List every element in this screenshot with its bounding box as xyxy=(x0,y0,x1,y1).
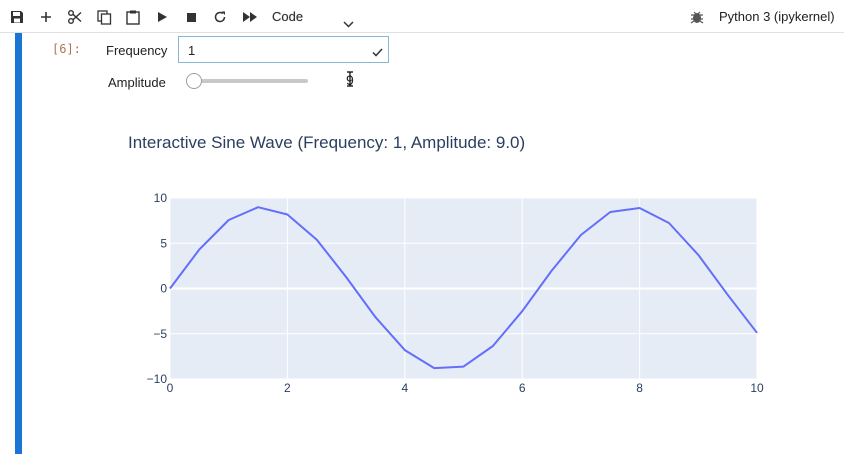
x-tick-label: 2 xyxy=(284,381,291,395)
stop-icon xyxy=(186,12,197,23)
paste-icon xyxy=(126,10,140,25)
save-button[interactable] xyxy=(4,4,30,30)
frequency-value: 1 xyxy=(188,43,196,58)
restart-icon xyxy=(213,10,227,24)
kernel-name[interactable]: Python 3 (ipykernel) xyxy=(719,9,835,24)
amplitude-slider-track[interactable] xyxy=(187,79,308,83)
cut-icon xyxy=(67,9,83,25)
x-tick-label: 4 xyxy=(401,381,408,395)
run-all-icon xyxy=(242,11,258,23)
chevron-down-icon xyxy=(343,13,354,35)
run-button[interactable] xyxy=(149,4,175,30)
run-icon xyxy=(156,11,168,23)
active-cell-indicator[interactable] xyxy=(15,33,22,454)
save-icon xyxy=(10,10,24,24)
add-cell-icon xyxy=(39,10,53,24)
add-cell-button[interactable] xyxy=(33,4,59,30)
frequency-dropdown[interactable]: 1 xyxy=(178,36,389,63)
paste-button[interactable] xyxy=(120,4,146,30)
y-tick-label: −10 xyxy=(147,372,168,386)
cell-type-label: Code xyxy=(272,9,304,24)
execution-count: [6]: xyxy=(52,42,81,56)
y-tick-label: 10 xyxy=(154,191,168,205)
x-tick-label: 10 xyxy=(750,381,764,395)
copy-button[interactable] xyxy=(91,4,117,30)
amplitude-slider-handle[interactable] xyxy=(186,73,202,89)
x-tick-label: 6 xyxy=(519,381,526,395)
copy-icon xyxy=(96,9,112,25)
amplitude-label: Amplitude xyxy=(108,75,166,90)
restart-button[interactable] xyxy=(207,4,233,30)
check-icon xyxy=(372,44,383,62)
y-tick-label: 0 xyxy=(160,282,167,296)
notebook-toolbar: Code Python 3 (ipykernel) xyxy=(0,0,844,33)
x-tick-label: 8 xyxy=(636,381,643,395)
y-tick-label: −5 xyxy=(153,327,167,341)
bug-icon[interactable] xyxy=(690,10,704,29)
run-all-button[interactable] xyxy=(237,4,263,30)
x-tick-label: 0 xyxy=(167,381,174,395)
y-tick-label: 5 xyxy=(160,236,167,250)
plot-title: Interactive Sine Wave (Frequency: 1, Amp… xyxy=(128,133,526,152)
frequency-label: Frequency xyxy=(106,43,168,58)
sine-series-line xyxy=(169,206,758,370)
cell-type-select[interactable]: Code xyxy=(272,6,356,28)
stop-button[interactable] xyxy=(178,4,204,30)
text-cursor-icon xyxy=(346,71,354,92)
cut-button[interactable] xyxy=(62,4,88,30)
